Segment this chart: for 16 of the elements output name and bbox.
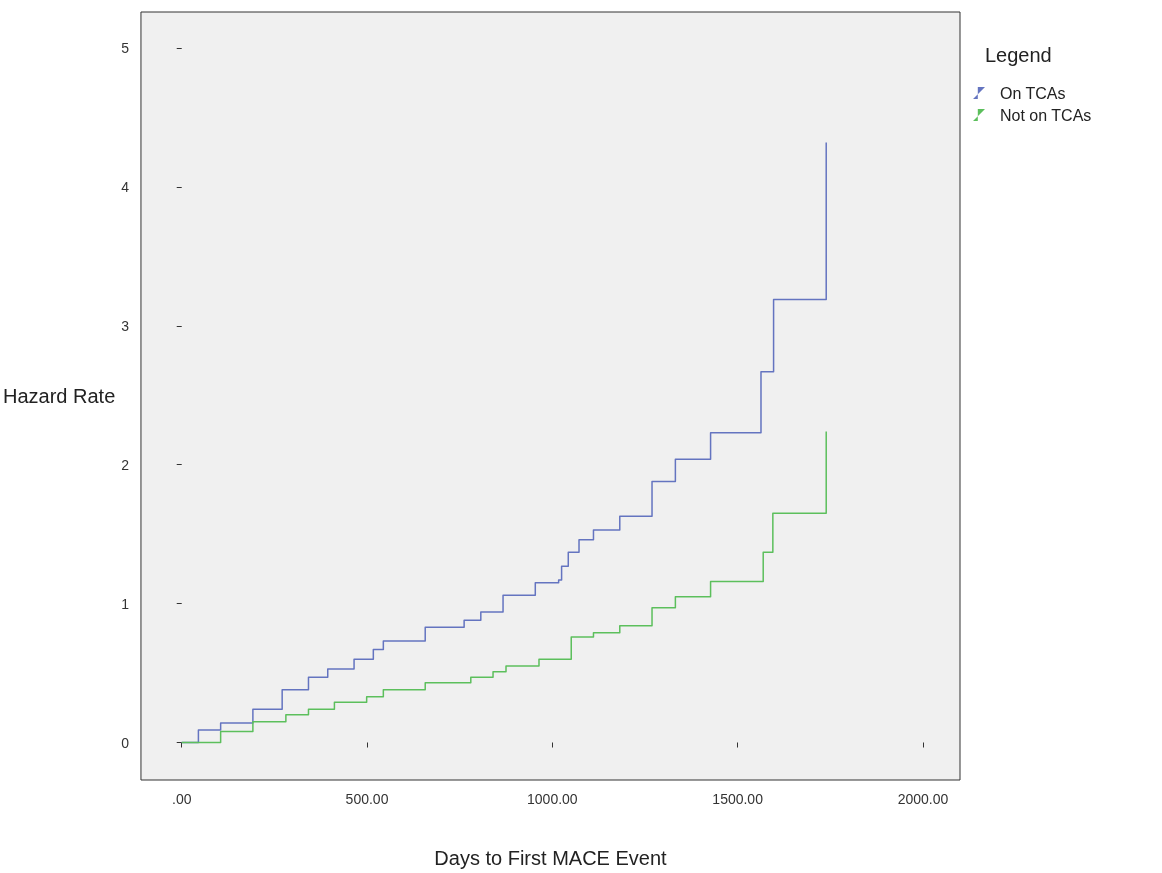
y-tick-label: 0 [121,734,130,751]
legend-label: Not on TCAs [1000,106,1092,124]
y-tick-label: 4 [121,178,130,195]
y-tick-label: 1 [121,595,130,612]
legend-label: On TCAs [1000,84,1066,102]
x-tick-label: 1000.00 [527,791,578,807]
x-tick-label: .00 [171,791,192,807]
x-tick-label: 1500.00 [712,791,764,807]
x-tick-label: 2000.00 [897,791,949,807]
y-axis-title: Hazard Rate [3,385,116,407]
y-tick-label: 5 [121,40,130,57]
y-tick-label: 2 [121,456,130,473]
x-axis-title: Days to First MACE Event [434,847,668,869]
x-tick-label: 500.00 [345,791,389,807]
y-tick-label: 3 [121,317,130,334]
legend-title: Legend [985,44,1052,66]
